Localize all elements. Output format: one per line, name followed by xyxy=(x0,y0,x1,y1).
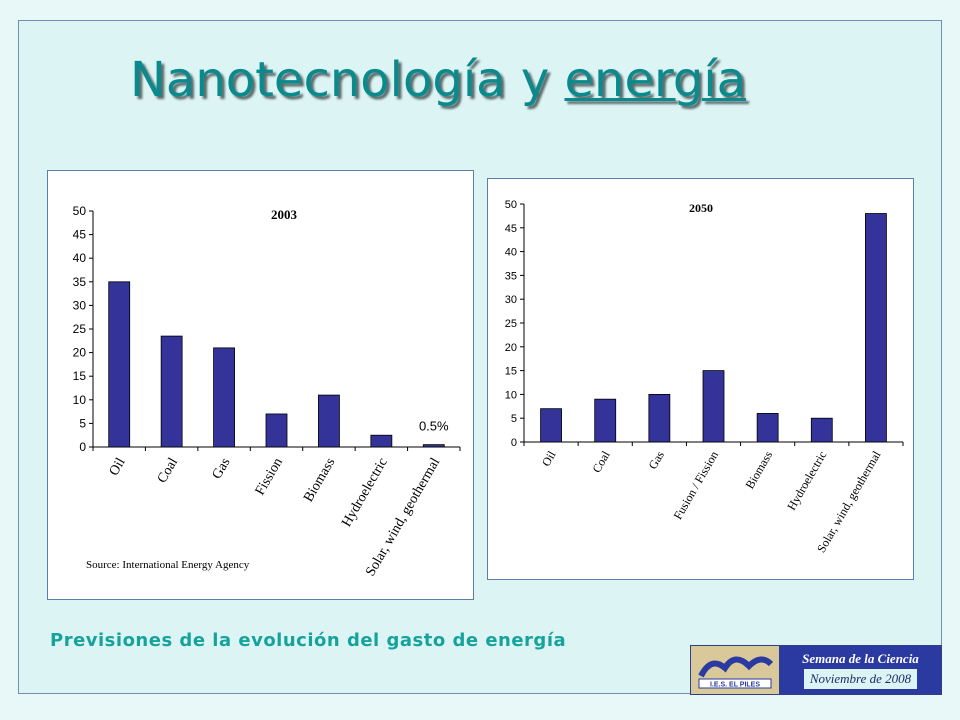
chart-2003-y-tick-label: 50 xyxy=(73,204,87,218)
chart-2050-y-tick-label: 20 xyxy=(505,342,517,354)
logo-line-1: Semana de la Ciencia xyxy=(802,651,919,666)
chart-2003-y-tick-label: 35 xyxy=(73,275,87,289)
logo-text: Semana de la Ciencia Noviembre de 2008 xyxy=(780,646,941,694)
chart-2050-title: 2050 xyxy=(689,201,713,215)
chart-2050-category-label: Oil xyxy=(539,448,559,469)
chart-2050-category-label: Gas xyxy=(645,448,667,471)
slide-title: Nanotecnología y energía xyxy=(130,52,746,108)
chart-2003-category-label: Fission xyxy=(253,456,286,499)
chart-2003-bar-1 xyxy=(160,335,183,448)
chart-2050-y-tick-label: 40 xyxy=(505,247,517,259)
chart-2003-source: Source: International Energy Agency xyxy=(86,559,250,571)
caption: Previsiones de la evolución del gasto de… xyxy=(50,630,567,651)
chart-2050-y-tick-label: 5 xyxy=(511,413,517,425)
chart-2003-bar-2 xyxy=(213,347,235,448)
chart-2050: 2050 0 5 10 15 20 25 30 35 40 45 50 Oil Coal Gas Fusion… xyxy=(505,199,904,555)
school-logo: I.E.S. EL PILES xyxy=(691,646,780,694)
chart-2003-y-tick-label: 0 xyxy=(79,440,86,454)
chart-2003-bar-0 xyxy=(108,281,131,448)
chart-2003-category-label: Biomass xyxy=(301,456,338,505)
chart-2003-y-tick-label: 45 xyxy=(73,228,87,242)
chart-2050-bar-1 xyxy=(594,398,617,443)
chart-2050-y-tick-label: 50 xyxy=(505,199,517,211)
chart-2050-category-label: Coal xyxy=(589,448,613,475)
chart-2003-category-label: Gas xyxy=(210,456,234,482)
chart-2050-bar-3 xyxy=(702,370,725,443)
chart-2050-bar-4 xyxy=(756,413,779,443)
chart-2050-category-label: Biomass xyxy=(742,448,775,491)
chart-2050-category-label: Hydroelectric xyxy=(784,449,829,513)
chart-2003-y-tick-label: 5 xyxy=(79,416,86,430)
chart-2003-annotation: 0.5% xyxy=(419,419,449,434)
chart-2050-y-tick-label: 15 xyxy=(505,366,517,378)
chart-2050-bar-0 xyxy=(540,408,562,443)
chart-2050-bar-2 xyxy=(648,393,671,443)
title-main: Nanotecnología y xyxy=(130,52,565,108)
logo-graphic-icon: I.E.S. EL PILES xyxy=(698,656,774,689)
chart-2003-y-tick-label: 20 xyxy=(73,346,87,360)
chart-2050-y-tick-label: 35 xyxy=(505,270,517,282)
chart-2050-y-tick-label: 25 xyxy=(505,318,517,330)
chart-2050-chart: 2050 0 5 10 15 20 25 30 35 40 45 50 Oil Coal Gas Fusion… xyxy=(505,199,904,555)
chart-2003-panel: 2003 0 5 10 15 20 25 30 35 40 45 50 Oil Coal Gas Fissio… xyxy=(47,170,474,600)
chart-2003-bar-4 xyxy=(318,394,340,448)
title-link[interactable]: energía xyxy=(564,52,747,108)
chart-2003-y-tick-label: 25 xyxy=(73,322,87,336)
chart-2003-y-tick-label: 15 xyxy=(73,369,87,383)
chart-2003-bar-6 xyxy=(422,444,445,448)
chart-2050-bar-5 xyxy=(810,417,833,443)
chart-2003-category-label: Coal xyxy=(155,455,181,485)
chart-2003-bar-5 xyxy=(370,434,393,448)
chart-2003-y-tick-label: 10 xyxy=(73,393,87,407)
chart-2050-y-tick-label: 45 xyxy=(505,223,517,235)
chart-2003-category-label: Hydroelectric xyxy=(339,456,390,530)
chart-2003-bar-3 xyxy=(265,413,288,448)
logo-org-text: I.E.S. EL PILES xyxy=(710,682,760,689)
chart-2050-panel: 2050 0 5 10 15 20 25 30 35 40 45 50 Oil Coal Gas Fusion… xyxy=(487,178,914,580)
chart-2050-y-tick-label: 0 xyxy=(511,437,517,449)
chart-2003-chart: 2003 0 5 10 15 20 25 30 35 40 45 50 Oil Coal Gas Fissio… xyxy=(73,204,461,579)
chart-2050-bar-6 xyxy=(865,213,887,443)
chart-2003-category-label: Oil xyxy=(107,455,129,478)
chart-2003: 2003 0 5 10 15 20 25 30 35 40 45 50 Oil Coal Gas Fissio… xyxy=(73,204,461,579)
chart-2003-y-tick-label: 30 xyxy=(73,298,87,312)
logo-line-2: Noviembre de 2008 xyxy=(803,669,918,689)
chart-2003-title: 2003 xyxy=(271,207,298,222)
chart-2050-y-tick-label: 30 xyxy=(505,294,517,306)
chart-2050-y-tick-label: 10 xyxy=(505,389,517,401)
chart-2003-y-tick-label: 40 xyxy=(73,251,87,265)
chart-2050-category-label: Fusion / Fission xyxy=(671,449,721,522)
footer-logo: I.E.S. EL PILES Semana de la Ciencia Nov… xyxy=(690,645,942,695)
